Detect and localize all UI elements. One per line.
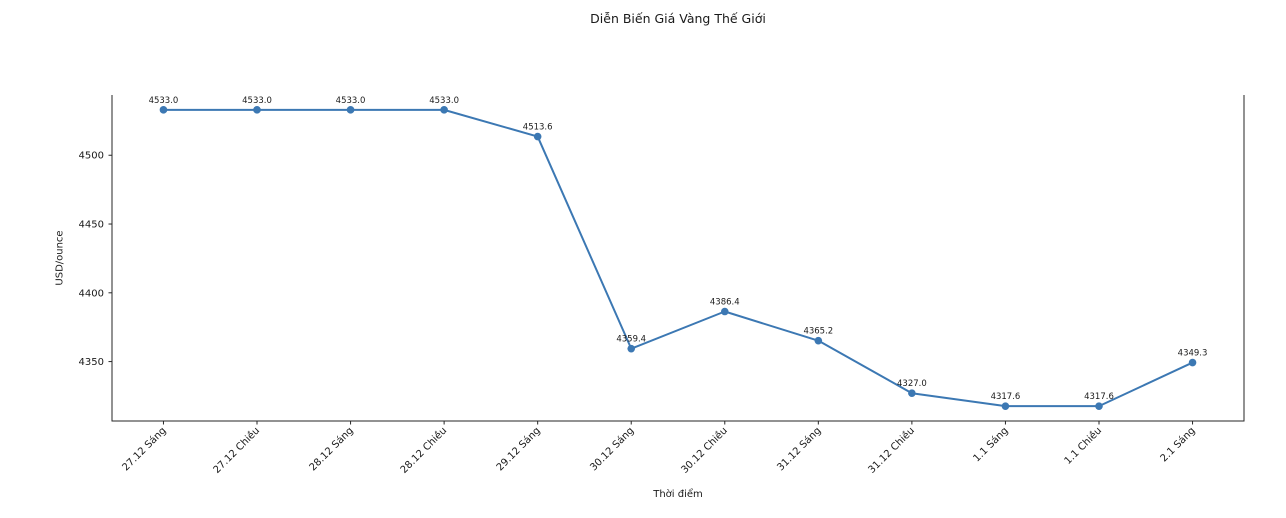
data-point-marker (1188, 358, 1197, 367)
data-point-label: 4533.0 (429, 96, 459, 106)
data-point-marker (720, 307, 729, 316)
x-tick-label: 27.12 Chiều (211, 425, 262, 476)
data-point-marker (533, 132, 542, 141)
y-tick-label: 4450 (79, 220, 104, 231)
data-point-label: 4533.0 (149, 96, 179, 106)
x-axis-title: Thời điểm (653, 489, 703, 500)
x-tick-label: 30.12 Sáng (588, 425, 637, 474)
data-point-label: 4533.0 (242, 96, 272, 106)
x-tick-label: 2.1 Sáng (1158, 425, 1198, 465)
data-point-label: 4365.2 (803, 327, 833, 337)
x-tick-label: 27.12 Sáng (120, 425, 169, 474)
x-tick-label: 1.1 Sáng (971, 425, 1011, 465)
x-tick-label: 29.12 Sáng (494, 425, 543, 474)
data-point-label: 4533.0 (336, 96, 366, 106)
data-point-marker (627, 344, 636, 353)
data-point-label: 4317.6 (991, 392, 1021, 402)
data-point-label: 4359.4 (616, 335, 646, 345)
data-point-label: 4327.0 (897, 379, 927, 389)
data-point-label: 4317.6 (1084, 392, 1114, 402)
y-axis-title: USD/ounce (54, 230, 66, 286)
y-tick-label: 4400 (79, 288, 104, 299)
x-tick-label: 28.12 Chiều (398, 425, 449, 476)
data-point-marker (253, 106, 261, 114)
data-point-marker (159, 106, 168, 114)
x-tick-label: 31.12 Sáng (775, 425, 824, 474)
chart-title: Diễn Biến Giá Vàng Thế Giới (590, 11, 766, 26)
x-tick-label: 1.1 Chiều (1062, 425, 1104, 467)
data-point-marker (814, 336, 823, 345)
x-tick-label: 28.12 Sáng (307, 425, 356, 474)
data-point-marker (440, 106, 448, 114)
data-point-marker (908, 389, 916, 398)
data-point-label: 4349.3 (1178, 349, 1208, 359)
axes-spines (111, 95, 1245, 422)
data-point-label: 4386.4 (710, 298, 740, 308)
y-tick-label: 4500 (79, 151, 104, 162)
x-tick-label: 31.12 Chiều (866, 425, 917, 476)
y-tick-label: 4350 (79, 357, 104, 368)
data-point-marker (1001, 402, 1010, 410)
price-line (162, 108, 1194, 408)
data-point-label: 4513.6 (523, 123, 553, 133)
data-point-marker (346, 106, 355, 114)
x-tick-label: 30.12 Chiều (679, 425, 730, 476)
data-point-marker (1095, 402, 1103, 410)
